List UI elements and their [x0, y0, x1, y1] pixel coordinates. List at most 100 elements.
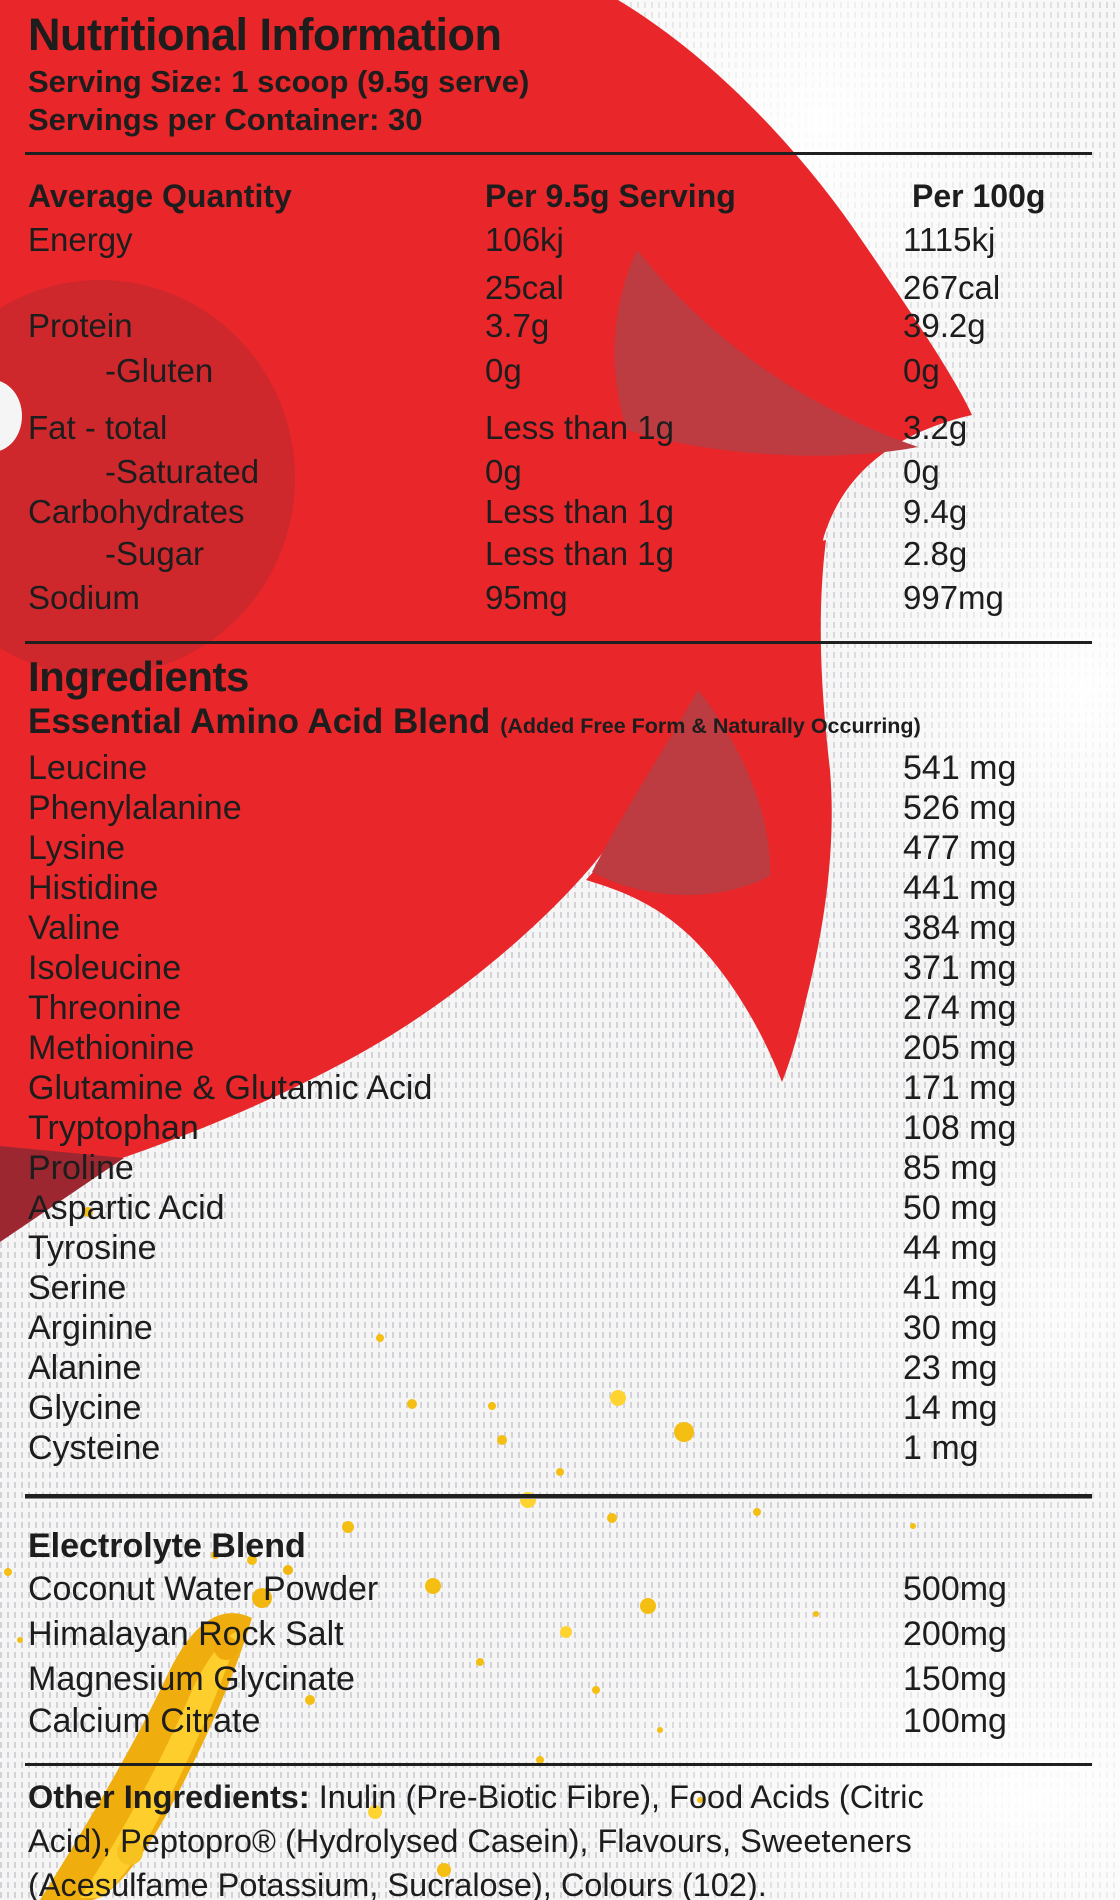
- amino-acid-amount: 384 mg: [903, 909, 1017, 947]
- amino-acid-row: Valine 384 mg: [0, 908, 1120, 948]
- column-header-per-100g: Per 100g: [912, 178, 1046, 214]
- table-row: -Saturated 0g 0g: [0, 452, 1120, 492]
- amino-acid-amount: 108 mg: [903, 1109, 1017, 1147]
- amino-acid-row: Lysine 477 mg: [0, 828, 1120, 868]
- electrolyte-row: Calcium Citrate 100mg: [0, 1701, 1120, 1741]
- servings-per-container-text: Servings per Container: 30: [28, 102, 423, 137]
- table-row: Sodium 95mg 997mg: [0, 578, 1120, 618]
- column-header-average-quantity: Average Quantity: [28, 178, 292, 214]
- electrolyte-amount: 150mg: [903, 1660, 1007, 1698]
- nutrient-label: -Gluten: [105, 352, 214, 389]
- amino-acid-amount: 205 mg: [903, 1029, 1017, 1067]
- amino-acid-name: Glycine: [28, 1389, 142, 1427]
- amino-blend-note: (Added Free Form & Naturally Occurring): [500, 714, 921, 738]
- amino-acid-row: Phenylalanine 526 mg: [0, 788, 1120, 828]
- other-ingredients-line1: Inulin (Pre-Biotic Fibre), Food Acids (C…: [309, 1779, 924, 1815]
- amino-acid-amount: 41 mg: [903, 1269, 998, 1307]
- amino-acid-row: Proline 85 mg: [0, 1148, 1120, 1188]
- nutrient-per-serving-value: 106kj: [485, 221, 564, 258]
- amino-acid-name: Tryptophan: [28, 1109, 199, 1147]
- amino-acid-row: Arginine 30 mg: [0, 1308, 1120, 1348]
- divider-line: [25, 1763, 1092, 1766]
- nutrient-per-100g-value: 9.4g: [903, 493, 968, 530]
- table-row: -Gluten 0g 0g: [0, 351, 1120, 391]
- column-header-per-serving: Per 9.5g Serving: [485, 178, 736, 214]
- amino-acid-name: Proline: [28, 1149, 134, 1187]
- divider-line: [25, 152, 1092, 155]
- amino-acid-name: Aspartic Acid: [28, 1189, 225, 1227]
- amino-acid-amount: 23 mg: [903, 1349, 998, 1387]
- electrolyte-name: Himalayan Rock Salt: [28, 1615, 344, 1653]
- nutrient-label: -Saturated: [105, 453, 260, 490]
- amino-acid-amount: 477 mg: [903, 829, 1017, 867]
- nutrient-per-serving-value: 3.7g: [485, 307, 550, 344]
- nutrient-label: Energy: [28, 221, 133, 258]
- amino-acid-row: Methionine 205 mg: [0, 1028, 1120, 1068]
- nutrient-per-100g-value: 3.2g: [903, 409, 968, 446]
- amino-acid-row: Leucine 541 mg: [0, 748, 1120, 788]
- amino-acid-row: Histidine 441 mg: [0, 868, 1120, 908]
- nutrient-label: Sodium: [28, 579, 140, 616]
- table-row: Energy 106kj 1115kj: [0, 220, 1120, 260]
- amino-acid-row: Isoleucine 371 mg: [0, 948, 1120, 988]
- yellow-splatter-dots: [4, 1207, 916, 1877]
- amino-acid-amount: 44 mg: [903, 1229, 998, 1267]
- electrolyte-row: Himalayan Rock Salt 200mg: [0, 1614, 1120, 1654]
- nutrient-per-serving-value: 25cal: [485, 269, 564, 306]
- table-row: 25cal 267cal: [0, 268, 1120, 308]
- ingredients-heading: Ingredients: [28, 653, 249, 700]
- amino-acid-row: Tyrosine 44 mg: [0, 1228, 1120, 1268]
- divider-line: [25, 1494, 1092, 1499]
- nutrient-per-100g-value: 0g: [903, 453, 940, 490]
- amino-acid-row: Glutamine & Glutamic Acid 171 mg: [0, 1068, 1120, 1108]
- amino-acid-row: Glycine 14 mg: [0, 1388, 1120, 1428]
- amino-acid-row: Tryptophan 108 mg: [0, 1108, 1120, 1148]
- amino-acid-name: Leucine: [28, 749, 148, 787]
- nutrient-label: Fat - total: [28, 409, 168, 446]
- nutrient-label: Carbohydrates: [28, 493, 245, 530]
- electrolyte-amount: 100mg: [903, 1702, 1007, 1740]
- amino-acid-row: Threonine 274 mg: [0, 988, 1120, 1028]
- nutrient-per-100g-value: 997mg: [903, 579, 1004, 616]
- amino-acid-amount: 30 mg: [903, 1309, 998, 1347]
- amino-acid-row: Serine 41 mg: [0, 1268, 1120, 1308]
- table-row: Fat - total Less than 1g 3.2g: [0, 408, 1120, 448]
- other-ingredients-line2: Acid), Peptopro® (Hydrolysed Casein), Fl…: [28, 1823, 912, 1859]
- amino-acid-amount: 541 mg: [903, 749, 1017, 787]
- amino-acid-amount: 14 mg: [903, 1389, 998, 1427]
- nutrient-per-serving-value: 95mg: [485, 579, 568, 616]
- amino-acid-amount: 526 mg: [903, 789, 1017, 827]
- page-title: Nutritional Information: [28, 9, 502, 60]
- serving-size-text: Serving Size: 1 scoop (9.5g serve): [28, 64, 530, 99]
- amino-blend-title: Essential Amino Acid Blend: [28, 702, 491, 741]
- amino-acid-amount: 441 mg: [903, 869, 1017, 907]
- nutrient-per-serving-value: Less than 1g: [485, 409, 674, 446]
- other-ingredients-paragraph: Other Ingredients: Inulin (Pre-Biotic Fi…: [28, 1775, 1106, 1900]
- amino-acid-amount: 371 mg: [903, 949, 1017, 987]
- nutrient-per-100g-value: 1115kj: [903, 221, 996, 258]
- electrolyte-row: Magnesium Glycinate 150mg: [0, 1659, 1120, 1699]
- electrolyte-amount: 200mg: [903, 1615, 1007, 1653]
- nutrient-label: Protein: [28, 307, 133, 344]
- other-ingredients-line3: (Acesulfame Potassium, Sucralose), Colou…: [28, 1867, 767, 1900]
- amino-acid-name: Isoleucine: [28, 949, 182, 987]
- nutrient-per-100g-value: 0g: [903, 352, 940, 389]
- amino-acid-name: Phenylalanine: [28, 789, 242, 827]
- table-row: Protein 3.7g 39.2g: [0, 306, 1120, 346]
- table-row: -Sugar Less than 1g 2.8g: [0, 534, 1120, 574]
- other-ingredients-label: Other Ingredients:: [28, 1779, 310, 1815]
- amino-acid-name: Arginine: [28, 1309, 153, 1347]
- amino-acid-row: Alanine 23 mg: [0, 1348, 1120, 1388]
- amino-acid-row: Aspartic Acid 50 mg: [0, 1188, 1120, 1228]
- amino-acid-amount: 1 mg: [903, 1429, 979, 1467]
- amino-acid-name: Histidine: [28, 869, 159, 907]
- nutrient-per-100g-value: 2.8g: [903, 535, 968, 572]
- amino-acid-amount: 85 mg: [903, 1149, 998, 1187]
- electrolyte-name: Magnesium Glycinate: [28, 1660, 355, 1698]
- amino-acid-name: Serine: [28, 1269, 127, 1307]
- electrolyte-name: Calcium Citrate: [28, 1702, 261, 1740]
- amino-acid-name: Glutamine & Glutamic Acid: [28, 1069, 433, 1107]
- amino-acid-amount: 171 mg: [903, 1069, 1017, 1107]
